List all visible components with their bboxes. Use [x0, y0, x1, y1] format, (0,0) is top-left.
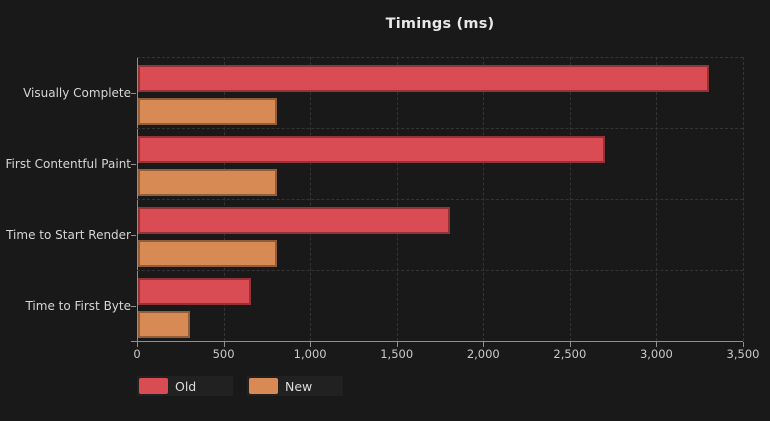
x-axis-tick-label: 3,500 [726, 347, 760, 361]
bar-old-0[interactable] [138, 65, 710, 92]
bar-old-2[interactable] [138, 207, 450, 234]
legend-item-new[interactable]: New [247, 376, 343, 396]
bar-old-1[interactable] [138, 136, 606, 163]
x-axis-tick-label: 0 [133, 347, 141, 361]
horizontal-gridline [137, 270, 743, 271]
x-axis-tick [137, 342, 138, 347]
y-axis-tick [131, 234, 136, 236]
legend-label: New [285, 378, 313, 394]
x-axis-tick-label: 3,000 [639, 347, 673, 361]
legend-swatch-old [139, 378, 168, 394]
x-axis-tick-label: 2,500 [553, 347, 587, 361]
x-axis-tick-label: 2,000 [466, 347, 500, 361]
x-axis-tick [656, 342, 658, 347]
x-axis-tick-label: 1,500 [380, 347, 414, 361]
vertical-gridline [743, 57, 744, 341]
x-axis-tick [223, 342, 225, 347]
horizontal-gridline [137, 128, 743, 129]
legend-label: Old [175, 378, 197, 394]
bar-new-0[interactable] [138, 98, 277, 125]
x-axis-tick [396, 342, 398, 347]
y-axis-tick [131, 305, 136, 307]
category-label: Time to Start Render [6, 227, 131, 242]
category-label: Visually Complete [23, 85, 131, 100]
plot-area [131, 57, 744, 347]
category-label: First Contentful Paint [5, 156, 131, 171]
x-axis-tick-label: 1,000 [293, 347, 327, 361]
bar-old-3[interactable] [138, 278, 251, 305]
chart-title: Timings (ms) [385, 16, 495, 32]
bar-new-1[interactable] [138, 169, 277, 196]
bar-new-3[interactable] [138, 311, 190, 338]
x-axis-line [131, 341, 743, 342]
x-axis-tick [569, 342, 571, 347]
x-axis-tick [483, 342, 485, 347]
x-axis-tick [310, 342, 312, 347]
x-axis-tick-label: 500 [212, 347, 235, 361]
x-axis-tick [743, 342, 744, 347]
legend-item-old[interactable]: Old [137, 376, 233, 396]
y-axis-tick [131, 92, 136, 94]
legend-swatch-new [249, 378, 278, 394]
y-axis-tick [131, 163, 136, 165]
horizontal-gridline [137, 199, 743, 200]
bar-new-2[interactable] [138, 240, 277, 267]
legend: Old New [137, 376, 343, 396]
category-label: Time to First Byte [25, 298, 131, 313]
horizontal-gridline [137, 57, 743, 58]
